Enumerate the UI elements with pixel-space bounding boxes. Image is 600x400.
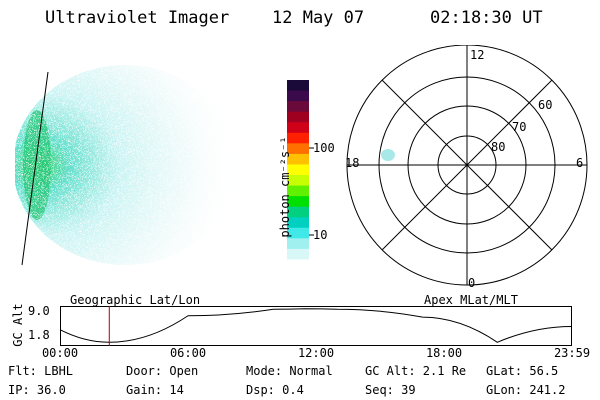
xtick-label: 23:59 <box>553 346 591 360</box>
colorbar-segment <box>287 132 309 144</box>
time-label: 02:18:30 UT <box>430 8 543 28</box>
info-glat: GLat: 56.5 <box>486 364 559 378</box>
colorbar-segment <box>287 206 309 218</box>
auroral-emission <box>23 110 51 220</box>
earth-disk <box>15 65 237 265</box>
ytick-9: 9.0 <box>28 304 50 318</box>
terminator-line <box>21 71 49 266</box>
colorbar-label: photon cm⁻²s⁻¹ <box>278 136 292 238</box>
colorbar-segment <box>287 164 309 176</box>
altitude-chart-frame <box>60 306 572 346</box>
colorbar-tick-10: 10 <box>313 228 328 242</box>
ytick-1.8: 1.8 <box>28 328 50 342</box>
colorbar-segment <box>287 122 309 134</box>
info-seq: Seq: 39 <box>365 383 416 397</box>
date-label: 12 May 07 <box>272 8 365 28</box>
altitude-chart <box>60 306 572 346</box>
info-ip: IP: 36.0 <box>8 383 66 397</box>
polar-mlt-12: 12 <box>470 48 485 62</box>
polar-mlt-18: 18 <box>345 156 360 170</box>
colorbar-segment <box>287 143 309 155</box>
chart-title-geographic: Geographic Lat/Lon <box>70 293 201 307</box>
xtick-label: 12:00 <box>297 346 335 360</box>
info-mode: Mode: Normal <box>246 364 333 378</box>
polar-mlt-0: 0 <box>468 276 476 290</box>
xtick-label: 06:00 <box>169 346 207 360</box>
polar-plot <box>346 45 588 286</box>
polar-emission-patch <box>381 149 395 161</box>
colorbar-segment <box>287 238 309 250</box>
polar-lat-60: 60 <box>538 98 553 112</box>
polar-lat-70: 70 <box>512 120 527 134</box>
info-gc-alt: GC Alt: 2.1 Re <box>365 364 467 378</box>
xtick-label: 18:00 <box>425 346 463 360</box>
colorbar-segment <box>287 153 309 165</box>
colorbar-segment <box>287 185 309 197</box>
polar-lat-80: 80 <box>491 140 506 154</box>
uv-earth-image <box>15 65 237 266</box>
colorbar-scale <box>287 80 309 271</box>
colorbar-segment <box>287 217 309 229</box>
colorbar-segment <box>287 196 309 208</box>
colorbar-segment <box>287 80 309 92</box>
colorbar-segment <box>287 227 309 239</box>
chart-title-apex: Apex MLat/MLT <box>424 293 518 307</box>
altitude-series-line <box>60 308 572 343</box>
info-dsp: Dsp: 0.4 <box>246 383 304 397</box>
xtick-label: 00:00 <box>41 346 79 360</box>
info-door: Door: Open <box>126 364 199 378</box>
info-glon: GLon: 241.2 <box>486 383 566 397</box>
colorbar <box>287 80 309 271</box>
colorbar-axis <box>309 147 314 236</box>
polar-mlt-6: 6 <box>576 156 584 170</box>
colorbar-segment <box>287 111 309 123</box>
colorbar-segment <box>287 175 309 187</box>
colorbar-segment <box>287 248 309 260</box>
colorbar-segment <box>287 90 309 102</box>
chart-ylabel: GC Alt <box>11 303 25 347</box>
info-filter: Flt: LBHL <box>8 364 74 378</box>
colorbar-segment <box>287 259 309 271</box>
polar-diagonal-2 <box>381 79 553 251</box>
info-gain: Gain: 14 <box>126 383 184 397</box>
instrument-title: Ultraviolet Imager <box>45 8 230 28</box>
colorbar-segment <box>287 101 309 113</box>
colorbar-tick-100: 100 <box>313 141 335 155</box>
